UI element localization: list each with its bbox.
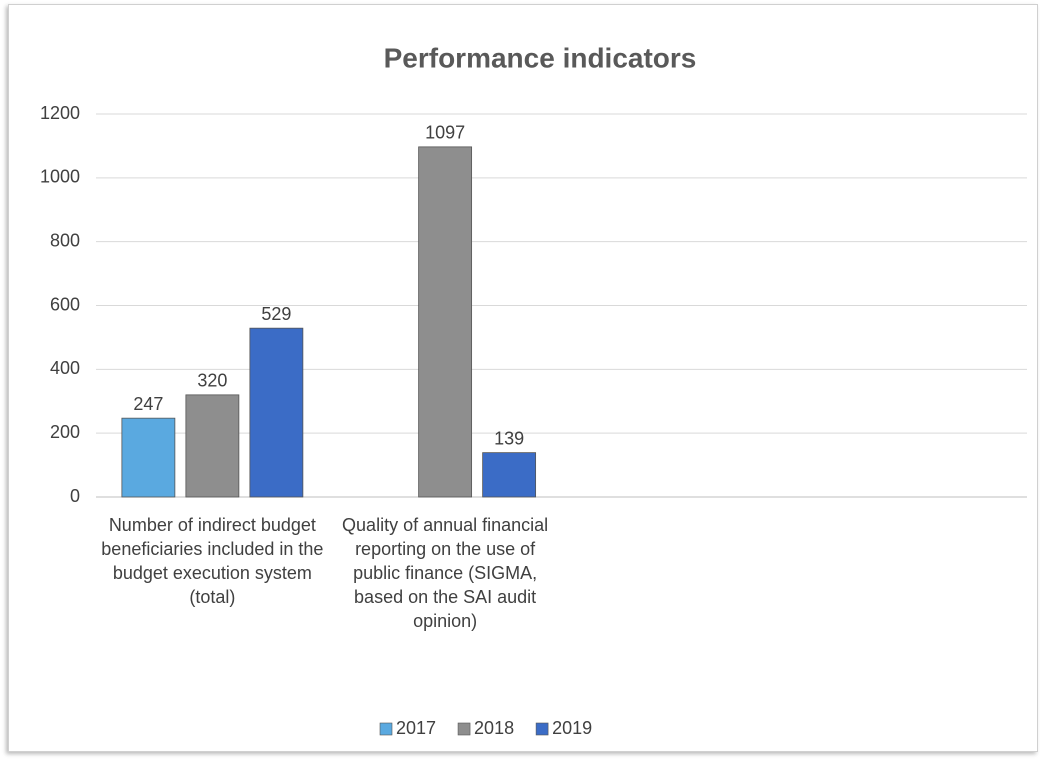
y-tick-label: 1000 — [40, 167, 80, 187]
x-tick-label: Quality of annual financial reporting on… — [342, 515, 549, 631]
y-tick-label: 1200 — [40, 103, 80, 123]
legend-label: 2018 — [474, 718, 514, 738]
y-tick-label: 800 — [50, 230, 80, 250]
legend-label: 2017 — [396, 718, 436, 738]
data-label: 529 — [261, 304, 291, 324]
y-tick-label: 600 — [50, 294, 80, 314]
legend-swatch — [535, 722, 549, 736]
bar-bevel — [125, 422, 171, 493]
bar-bevel — [253, 332, 299, 493]
legend-swatch — [457, 722, 471, 736]
legend-label: 2019 — [552, 718, 592, 738]
y-tick-label: 0 — [70, 486, 80, 506]
data-label: 1097 — [425, 123, 465, 143]
bar-bevel — [422, 150, 468, 494]
bar-bevel — [486, 456, 532, 493]
chart-title: Performance indicators — [384, 42, 697, 73]
data-label: 320 — [197, 371, 227, 391]
y-tick-label: 200 — [50, 422, 80, 442]
x-tick-label: Number of indirect budget beneficiaries … — [101, 515, 324, 607]
chart-frame — [8, 4, 1038, 752]
data-label: 247 — [133, 394, 163, 414]
legend-swatch — [379, 722, 393, 736]
data-label: 139 — [494, 428, 524, 448]
bar-bevel — [189, 398, 235, 493]
y-tick-label: 400 — [50, 358, 80, 378]
